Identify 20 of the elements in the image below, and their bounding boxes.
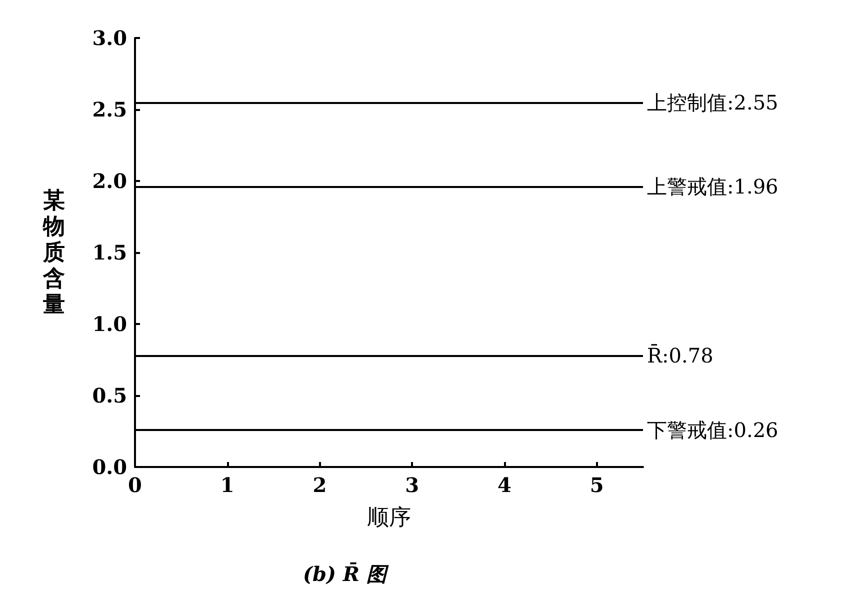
ref-line-label: 上控制值:2.55 bbox=[647, 90, 778, 114]
y-axis-title: 某物质含量 bbox=[42, 188, 66, 318]
y-tick-label: 0.5 bbox=[92, 384, 127, 408]
x-axis-title: 顺序 bbox=[367, 506, 411, 530]
y-tick-label: 2.5 bbox=[92, 98, 127, 122]
x-tick-label: 4 bbox=[497, 473, 512, 497]
ref-line-label: 下警戒值:0.26 bbox=[647, 418, 778, 442]
x-tick-label: 2 bbox=[312, 473, 327, 497]
ref-line-label: R̄:0.78 bbox=[647, 343, 714, 368]
y-tick-label: 1.0 bbox=[92, 312, 127, 336]
x-tick-label: 3 bbox=[405, 473, 420, 497]
y-tick-label: 0.0 bbox=[92, 455, 127, 479]
y-tick-label: 1.5 bbox=[92, 240, 127, 264]
ref-line-label: 上警戒值:1.96 bbox=[647, 174, 778, 199]
x-tick-label: 1 bbox=[220, 473, 234, 497]
y-tick-label: 2.0 bbox=[92, 169, 127, 193]
x-tick-label: 5 bbox=[590, 473, 604, 497]
text: (b) R̄ 图 bbox=[303, 561, 390, 586]
x-tick-label: 0 bbox=[128, 473, 142, 497]
y-tick-label: 3.0 bbox=[92, 26, 127, 50]
